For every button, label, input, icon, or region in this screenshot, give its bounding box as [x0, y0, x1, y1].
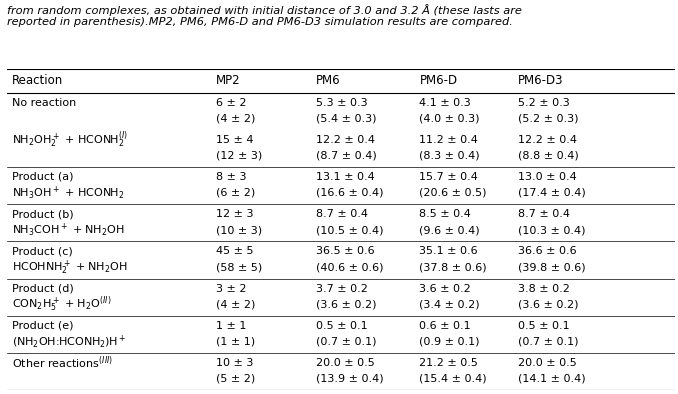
Text: (3.4 ± 0.2): (3.4 ± 0.2)	[420, 299, 480, 310]
Text: 4.1 ± 0.3: 4.1 ± 0.3	[420, 98, 471, 108]
Text: 20.0 ± 0.5: 20.0 ± 0.5	[316, 358, 375, 368]
Text: 3.7 ± 0.2: 3.7 ± 0.2	[316, 284, 368, 294]
Text: 11.2 ± 0.4: 11.2 ± 0.4	[420, 135, 479, 145]
Text: (14.1 ± 0.4): (14.1 ± 0.4)	[519, 374, 586, 384]
Text: 1 ± 1: 1 ± 1	[216, 321, 246, 331]
Text: (4 ± 2): (4 ± 2)	[216, 299, 255, 310]
Text: Product (a): Product (a)	[12, 172, 74, 182]
Text: (15.4 ± 0.4): (15.4 ± 0.4)	[420, 374, 487, 384]
Text: Product (b): Product (b)	[12, 209, 74, 219]
Text: (9.6 ± 0.4): (9.6 ± 0.4)	[420, 225, 480, 235]
Text: 35.1 ± 0.6: 35.1 ± 0.6	[420, 246, 478, 256]
Text: (13.9 ± 0.4): (13.9 ± 0.4)	[316, 374, 384, 384]
Text: (20.6 ± 0.5): (20.6 ± 0.5)	[420, 188, 487, 198]
Text: 8.7 ± 0.4: 8.7 ± 0.4	[316, 209, 368, 219]
Text: (NH$_2$OH:HCONH$_2$)H$^+$: (NH$_2$OH:HCONH$_2$)H$^+$	[12, 333, 126, 350]
Text: 13.0 ± 0.4: 13.0 ± 0.4	[519, 172, 577, 182]
Text: 3.8 ± 0.2: 3.8 ± 0.2	[519, 284, 570, 294]
Text: 8.7 ± 0.4: 8.7 ± 0.4	[519, 209, 570, 219]
Text: Product (e): Product (e)	[12, 321, 74, 331]
Text: (37.8 ± 0.6): (37.8 ± 0.6)	[420, 262, 487, 272]
Text: Reaction: Reaction	[12, 74, 63, 87]
Text: (8.3 ± 0.4): (8.3 ± 0.4)	[420, 151, 480, 161]
Text: (3.6 ± 0.2): (3.6 ± 0.2)	[519, 299, 579, 310]
Text: 0.5 ± 0.1: 0.5 ± 0.1	[316, 321, 367, 331]
Text: from random complexes, as obtained with initial distance of 3.0 and 3.2 Å (these: from random complexes, as obtained with …	[7, 4, 521, 28]
Text: (8.7 ± 0.4): (8.7 ± 0.4)	[316, 151, 377, 161]
Text: CON$_2$H$_5^+$ + H$_2$O$^{(II)}$: CON$_2$H$_5^+$ + H$_2$O$^{(II)}$	[12, 295, 112, 314]
Text: 15 ± 4: 15 ± 4	[216, 135, 254, 145]
Text: 20.0 ± 0.5: 20.0 ± 0.5	[519, 358, 577, 368]
Text: 13.1 ± 0.4: 13.1 ± 0.4	[316, 172, 375, 182]
Text: (12 ± 3): (12 ± 3)	[216, 151, 262, 161]
Text: (0.9 ± 0.1): (0.9 ± 0.1)	[420, 337, 480, 347]
Text: PM6: PM6	[316, 74, 340, 87]
Text: 3 ± 2: 3 ± 2	[216, 284, 246, 294]
Text: 12.2 ± 0.4: 12.2 ± 0.4	[316, 135, 375, 145]
Text: (8.8 ± 0.4): (8.8 ± 0.4)	[519, 151, 579, 161]
Text: PM6-D: PM6-D	[420, 74, 458, 87]
Text: (5.2 ± 0.3): (5.2 ± 0.3)	[519, 113, 579, 124]
Text: PM6-D3: PM6-D3	[519, 74, 564, 87]
Text: 0.5 ± 0.1: 0.5 ± 0.1	[519, 321, 570, 331]
Text: 6 ± 2: 6 ± 2	[216, 98, 246, 108]
Text: (10 ± 3): (10 ± 3)	[216, 225, 262, 235]
Text: (16.6 ± 0.4): (16.6 ± 0.4)	[316, 188, 384, 198]
Text: 12.2 ± 0.4: 12.2 ± 0.4	[519, 135, 578, 145]
Text: (6 ± 2): (6 ± 2)	[216, 188, 255, 198]
Text: (1 ± 1): (1 ± 1)	[216, 337, 255, 347]
Text: (10.3 ± 0.4): (10.3 ± 0.4)	[519, 225, 586, 235]
Text: (0.7 ± 0.1): (0.7 ± 0.1)	[519, 337, 579, 347]
Text: (5 ± 2): (5 ± 2)	[216, 374, 255, 384]
Text: NH$_3$OH$^+$ + HCONH$_2$: NH$_3$OH$^+$ + HCONH$_2$	[12, 184, 125, 201]
Text: 15.7 ± 0.4: 15.7 ± 0.4	[420, 172, 479, 182]
Text: 0.6 ± 0.1: 0.6 ± 0.1	[420, 321, 471, 331]
Text: (3.6 ± 0.2): (3.6 ± 0.2)	[316, 299, 376, 310]
Text: 3.6 ± 0.2: 3.6 ± 0.2	[420, 284, 471, 294]
Text: NH$_2$OH$_2^+$ + HCONH$_2^{(I)}$: NH$_2$OH$_2^+$ + HCONH$_2^{(I)}$	[12, 129, 128, 150]
Text: 36.5 ± 0.6: 36.5 ± 0.6	[316, 246, 375, 256]
Text: (58 ± 5): (58 ± 5)	[216, 262, 262, 272]
Text: 36.6 ± 0.6: 36.6 ± 0.6	[519, 246, 577, 256]
Text: No reaction: No reaction	[12, 98, 77, 108]
Text: (40.6 ± 0.6): (40.6 ± 0.6)	[316, 262, 384, 272]
Text: (39.8 ± 0.6): (39.8 ± 0.6)	[519, 262, 586, 272]
Text: Other reactions$^{(III)}$: Other reactions$^{(III)}$	[12, 355, 113, 371]
Text: (0.7 ± 0.1): (0.7 ± 0.1)	[316, 337, 376, 347]
Text: 8 ± 3: 8 ± 3	[216, 172, 246, 182]
Text: (4 ± 2): (4 ± 2)	[216, 113, 255, 124]
Text: (10.5 ± 0.4): (10.5 ± 0.4)	[316, 225, 384, 235]
Text: 45 ± 5: 45 ± 5	[216, 246, 254, 256]
Text: NH$_3$COH$^+$ + NH$_2$OH: NH$_3$COH$^+$ + NH$_2$OH	[12, 221, 125, 239]
Text: 10 ± 3: 10 ± 3	[216, 358, 253, 368]
Text: 21.2 ± 0.5: 21.2 ± 0.5	[420, 358, 479, 368]
Text: Product (c): Product (c)	[12, 246, 73, 256]
Text: MP2: MP2	[216, 74, 241, 87]
Text: (5.4 ± 0.3): (5.4 ± 0.3)	[316, 113, 376, 124]
Text: (17.4 ± 0.4): (17.4 ± 0.4)	[519, 188, 586, 198]
Text: 5.3 ± 0.3: 5.3 ± 0.3	[316, 98, 367, 108]
Text: (4.0 ± 0.3): (4.0 ± 0.3)	[420, 113, 480, 124]
Text: Product (d): Product (d)	[12, 284, 74, 294]
Text: 5.2 ± 0.3: 5.2 ± 0.3	[519, 98, 570, 108]
Text: 12 ± 3: 12 ± 3	[216, 209, 254, 219]
Text: 8.5 ± 0.4: 8.5 ± 0.4	[420, 209, 471, 219]
Text: HCOHNH$_2^+$ + NH$_2$OH: HCOHNH$_2^+$ + NH$_2$OH	[12, 258, 127, 277]
